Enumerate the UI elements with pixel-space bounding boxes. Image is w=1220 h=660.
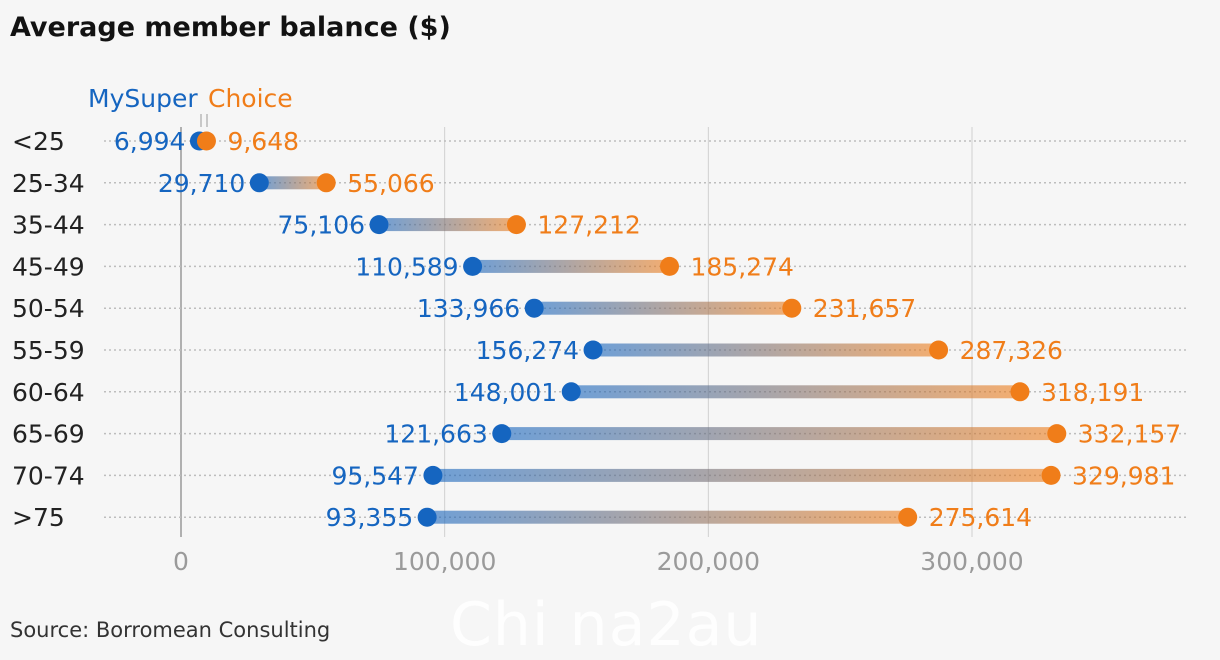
mysuper-value-label: 156,274 <box>476 336 579 365</box>
chart-rows: <25 6,994 9,648 25-34 29,710 55,066 35-44 75,10… <box>12 114 1188 532</box>
choice-value-label: 231,657 <box>813 294 916 323</box>
choice-point <box>929 340 949 360</box>
choice-point <box>506 215 526 235</box>
watermark: Chi na2au <box>450 590 763 660</box>
category-label: <25 <box>12 127 65 156</box>
dumbbell-bar <box>593 343 939 357</box>
mysuper-point <box>583 340 603 360</box>
mysuper-point <box>524 298 544 318</box>
choice-value-label: 55,066 <box>347 169 434 198</box>
dumbbell-bar <box>427 510 908 524</box>
x-tick-label: 100,000 <box>393 547 496 576</box>
row-<25: <25 6,994 9,648 <box>12 127 1188 156</box>
choice-point <box>1010 382 1030 402</box>
mysuper-point <box>423 465 443 485</box>
row-70-74: 70-74 95,547 329,981 <box>12 461 1188 490</box>
choice-value-label: 287,326 <box>960 336 1063 365</box>
gridlines <box>180 127 973 537</box>
mysuper-value-label: 148,001 <box>454 378 557 407</box>
row-50-54: 50-54 133,966 231,657 <box>12 294 1188 323</box>
dumbbell-bar <box>501 427 1057 441</box>
choice-point <box>782 298 802 318</box>
choice-value-label: 275,614 <box>929 503 1032 532</box>
x-tick-label: 0 <box>173 547 189 576</box>
source-note: Source: Borromean Consulting <box>10 618 331 642</box>
dumbbell-bar <box>534 301 792 315</box>
choice-value-label: 9,648 <box>227 127 299 156</box>
dumbbell-bar <box>571 385 1020 399</box>
legend-connector <box>200 114 208 127</box>
category-label: 70-74 <box>12 461 85 490</box>
choice-value-label: 185,274 <box>691 252 794 281</box>
mysuper-value-label: 6,994 <box>114 127 186 156</box>
mysuper-point <box>249 173 269 193</box>
mysuper-point <box>561 382 581 402</box>
category-label: 50-54 <box>12 294 85 323</box>
category-label: 45-49 <box>12 252 85 281</box>
dumbbell-bar <box>259 176 327 190</box>
category-label: >75 <box>12 503 65 532</box>
legend-mysuper: MySuper <box>88 84 198 113</box>
mysuper-point <box>463 256 483 276</box>
row-35-44: 35-44 75,106 127,212 <box>12 211 1188 240</box>
choice-value-label: 329,981 <box>1072 461 1175 490</box>
choice-point <box>316 173 336 193</box>
row-45-49: 45-49 110,589 185,274 <box>12 252 1188 281</box>
mysuper-value-label: 121,663 <box>384 420 487 449</box>
choice-point <box>898 507 918 527</box>
mysuper-value-label: 95,547 <box>331 461 418 490</box>
choice-point <box>1041 465 1061 485</box>
choice-value-label: 332,157 <box>1078 420 1181 449</box>
x-tick-label: 300,000 <box>920 547 1023 576</box>
row-65-69: 65-69 121,663 332,157 <box>12 420 1188 449</box>
row-55-59: 55-59 156,274 287,326 <box>12 336 1188 365</box>
choice-point <box>1047 424 1067 444</box>
mysuper-value-label: 93,355 <box>326 503 413 532</box>
category-label: 60-64 <box>12 378 85 407</box>
chart-title: Average member balance ($) <box>10 12 451 43</box>
category-label: 35-44 <box>12 211 85 240</box>
dumbbell-bar <box>432 468 1052 482</box>
mysuper-value-label: 110,589 <box>355 252 458 281</box>
row->75: >75 93,355 275,614 <box>12 503 1188 532</box>
category-label: 65-69 <box>12 420 85 449</box>
mysuper-value-label: 133,966 <box>417 294 520 323</box>
dumbbell-bar <box>472 259 670 273</box>
mysuper-value-label: 75,106 <box>278 211 365 240</box>
category-label: 55-59 <box>12 336 85 365</box>
mysuper-point <box>417 507 437 527</box>
x-axis-ticks: 0 100,000 200,000 300,000 <box>173 547 1024 576</box>
mysuper-value-label: 29,710 <box>158 169 245 198</box>
choice-value-label: 127,212 <box>537 211 640 240</box>
mysuper-point <box>369 215 389 235</box>
mysuper-point <box>492 424 512 444</box>
choice-point <box>196 131 216 151</box>
category-label: 25-34 <box>12 169 85 198</box>
choice-value-label: 318,191 <box>1041 378 1144 407</box>
legend-choice: Choice <box>208 84 293 113</box>
dumbbell-bar <box>379 218 517 232</box>
row-25-34: 25-34 29,710 55,066 <box>12 169 1188 198</box>
row-60-64: 60-64 148,001 318,191 <box>12 378 1188 407</box>
x-tick-label: 200,000 <box>657 547 760 576</box>
choice-point <box>660 256 680 276</box>
